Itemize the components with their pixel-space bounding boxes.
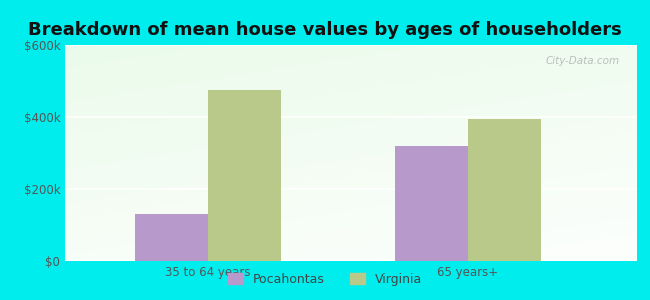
Text: City-Data.com: City-Data.com (546, 56, 620, 66)
Legend: Pocahontas, Virginia: Pocahontas, Virginia (223, 268, 427, 291)
Bar (468, 119, 541, 261)
Text: Breakdown of mean house values by ages of householders: Breakdown of mean house values by ages o… (28, 21, 622, 39)
Bar (395, 146, 468, 261)
Bar (208, 90, 281, 261)
Bar (135, 214, 208, 261)
